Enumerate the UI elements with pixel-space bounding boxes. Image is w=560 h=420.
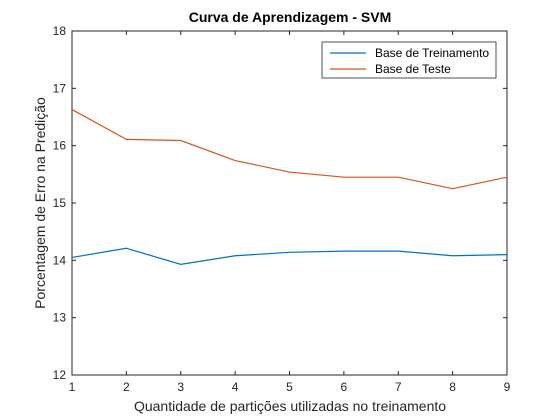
y-tick-label: 18	[53, 24, 67, 38]
x-tick-label: 7	[395, 380, 402, 394]
legend: Base de Treinamento Base de Teste	[321, 41, 497, 79]
x-tick-label: 8	[449, 380, 456, 394]
x-tick-label: 3	[177, 380, 184, 394]
legend-label-test: Base de Teste	[375, 62, 451, 76]
x-tick-label: 2	[123, 380, 130, 394]
series-line-training	[71, 247, 508, 265]
x-tick-label: 1	[69, 380, 76, 394]
x-axis-label: Quantidade de partições utilizadas no tr…	[134, 398, 446, 414]
chart-title: Curva de Aprendizagem - SVM	[189, 9, 392, 25]
series-line-test	[71, 109, 508, 190]
y-axis-label: Porcentagem de Erro na Predição	[32, 97, 48, 309]
y-tick-label: 15	[53, 196, 67, 210]
x-tick-label: 6	[341, 380, 348, 394]
y-tick-label: 13	[53, 311, 67, 325]
x-tick-label: 9	[504, 380, 511, 394]
legend-label-training: Base de Treinamento	[375, 46, 489, 60]
y-tick-label: 12	[53, 368, 67, 382]
x-tick-label: 4	[232, 380, 239, 394]
y-tick-label: 17	[53, 81, 67, 95]
y-tick-label: 16	[53, 139, 67, 153]
legend-box	[321, 41, 497, 79]
x-tick-label: 5	[286, 380, 293, 394]
y-axis: 12 13 14 15 16 17 18	[53, 24, 507, 382]
series-lines	[71, 109, 508, 265]
y-tick-label: 14	[53, 253, 67, 267]
x-axis: 1 2 3 4 5 6 7 8 9	[69, 31, 511, 394]
plot-area	[71, 30, 508, 376]
